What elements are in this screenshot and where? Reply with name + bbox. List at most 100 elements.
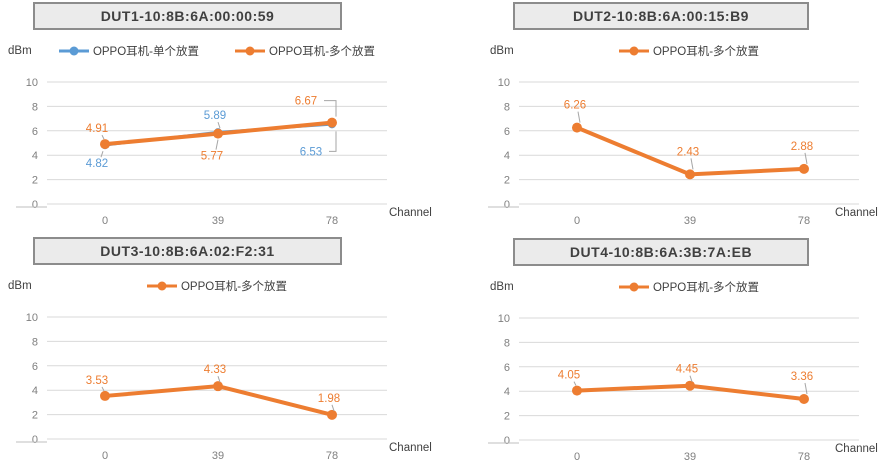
leader-line [215,139,219,150]
x-axis-tick-label: 0 [574,451,580,463]
legend-label: OPPO耳机-多个放置 [652,282,760,294]
data-point-marker [327,117,337,128]
y-axis-tick-label: 10 [26,312,38,324]
chart-panel-dut4: DUT4-10:8B:6A:3B:7A:EB dBm OPPO耳机-多个放置 0… [446,236,892,471]
leader-line [329,131,337,152]
legend-marker-icon [235,46,265,56]
x-axis-tick-label: 78 [798,451,810,463]
x-axis-tick-label: 78 [326,215,338,227]
data-point-marker [100,139,110,150]
data-point-marker [685,380,695,391]
x-axis-tick-label: 0 [102,215,108,227]
y-axis-tick-label: 2 [504,411,510,423]
legend-label: OPPO耳机-多个放置 [180,281,288,293]
data-label: 4.91 [86,123,108,135]
chart-title: DUT2-10:8B:6A:00:15:B9 [513,2,809,30]
leader-line [101,134,105,140]
chart-panel-dut2: DUT2-10:8B:6A:00:15:B9 dBm OPPO耳机-多个放置 0… [446,0,892,236]
chart-title: DUT3-10:8B:6A:02:F2:31 [33,237,342,265]
leader-line [804,382,808,395]
line-chart: 0 2 4 6 8 10 0 39 78 Channel 6.26 2.43 2.88 [488,77,878,227]
y-axis-tick-label: 4 [504,386,510,398]
y-axis-tick-label: 10 [498,313,510,325]
y-axis-tick-label: 0 [32,199,38,211]
legend-marker-icon [146,281,177,291]
data-label: 3.36 [791,371,813,383]
y-axis-tick-label: 6 [504,362,510,374]
y-axis-tick-label: 6 [504,126,510,138]
y-axis-tick-label: 8 [32,101,38,113]
leader-line [804,152,808,164]
line-chart: 0 2 4 6 8 10 0 39 78 Channel 4.82 5.89 6.53 4.91 5.77 6… [16,77,432,227]
x-axis-tick-label: 78 [326,450,338,462]
legend-dot [629,46,639,56]
leader-line [331,404,335,412]
legend-entry: OPPO耳机-单个放置 [58,43,199,59]
y-axis-tick-label: 6 [32,361,38,373]
chart-title: DUT4-10:8B:6A:3B:7A:EB [513,238,809,266]
leader-line [101,386,105,392]
legend-marker-icon [618,282,649,292]
chart-legend: OPPO耳机-多个放置 [47,277,387,295]
data-point-marker [100,390,110,401]
y-axis-tick-label: 10 [26,77,38,89]
legend-label: OPPO耳机-多个放置 [269,46,376,58]
legend-marker-icon [58,46,89,56]
data-point-marker [572,122,582,133]
data-point-marker [799,394,809,405]
data-label: 4.82 [86,158,108,170]
y-axis-unit-label: dBm [490,45,514,57]
data-label: 2.88 [791,141,813,153]
chart-panel-dut1: DUT1-10:8B:6A:00:00:59 dBm OPPO耳机-单个放置 OP… [0,0,446,236]
chart-legend: OPPO耳机-多个放置 [519,42,859,60]
data-label: 6.26 [564,100,586,112]
y-axis-tick-label: 8 [504,101,510,113]
data-point-marker [213,128,223,139]
line-chart: 0 2 4 6 8 10 0 39 78 Channel 3.53 4.33 1.98 [16,312,432,462]
leader-line [573,381,577,386]
data-point-marker [799,163,809,174]
chart-legend: OPPO耳机-多个放置 [519,278,859,296]
x-axis-tick-label: 39 [212,215,224,227]
data-label: 6.53 [300,146,322,158]
chart-panel-dut3: DUT3-10:8B:6A:02:F2:31 dBm OPPO耳机-多个放置 0… [0,235,446,471]
legend-dot [629,282,639,292]
leader-line [217,121,221,129]
leader-line [690,158,694,170]
leader-line [100,151,104,158]
y-axis-tick-label: 4 [504,150,510,162]
legend-label: OPPO耳机-单个放置 [92,46,199,58]
x-axis-title: Channel [835,207,878,219]
y-axis-tick-label: 2 [504,175,510,187]
legend-dot [157,281,167,291]
legend-dot [69,46,79,56]
data-label: 4.45 [676,364,698,376]
x-axis-title: Channel [389,442,432,454]
y-axis-tick-label: 8 [32,336,38,348]
legend-entry: OPPO耳机-多个放置 [618,279,760,295]
data-label: 2.43 [677,146,699,158]
y-axis-unit-label: dBm [8,280,32,292]
leader-line [689,375,693,382]
data-point-marker [213,381,223,392]
data-point-marker [685,169,695,180]
y-axis-tick-label: 6 [32,126,38,138]
legend-dot [245,46,255,56]
data-label: 4.33 [204,364,226,376]
y-axis-tick-label: 0 [32,434,38,446]
x-axis-title: Channel [835,443,878,455]
line-chart: 0 2 4 6 8 10 0 39 78 Channel 4.05 4.45 3.36 [488,313,878,463]
legend-entry: OPPO耳机-多个放置 [618,43,760,59]
y-axis-unit-label: dBm [490,281,514,293]
legend-marker-icon [618,46,649,56]
y-axis-tick-label: 4 [32,385,38,397]
legend-entry: OPPO耳机-多个放置 [235,43,375,59]
y-axis-tick-label: 8 [504,337,510,349]
leader-line [577,111,581,123]
x-axis-tick-label: 39 [684,451,696,463]
legend-label: OPPO耳机-多个放置 [652,46,760,58]
legend-entry: OPPO耳机-多个放置 [146,278,288,294]
chart-title: DUT1-10:8B:6A:00:00:59 [33,2,342,30]
y-axis-tick-label: 2 [32,410,38,422]
